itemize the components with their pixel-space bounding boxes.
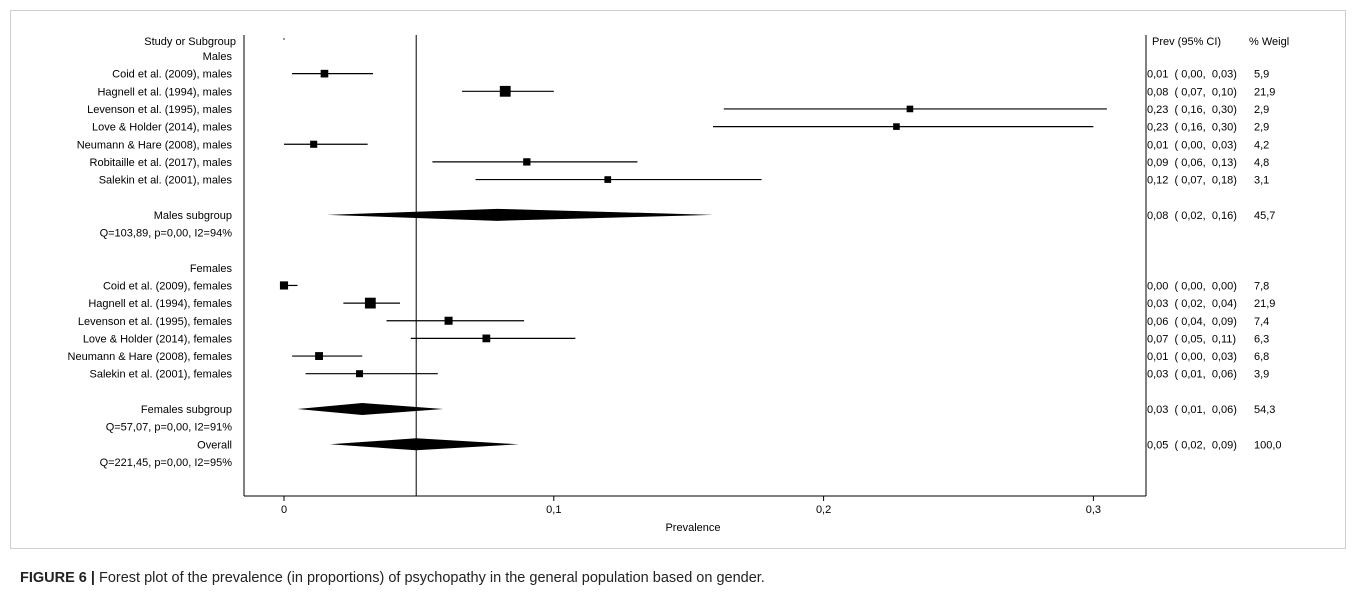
study-marker — [906, 105, 914, 113]
summary-diamond — [329, 438, 519, 451]
weight-text: 5,9 — [1254, 69, 1269, 81]
weight-text: 45,7 — [1254, 210, 1275, 222]
weight-text: 7,4 — [1254, 316, 1269, 328]
subtotal-label: Overall — [197, 439, 232, 451]
study-label: Hagnell et al. (1994), females — [88, 298, 232, 310]
study-marker — [310, 140, 318, 148]
estimate-ci-text: 0,03 ( 0,01, 0,06) — [1147, 404, 1237, 416]
estimate-ci-text: 0,01 ( 0,00, 0,03) — [1147, 69, 1237, 81]
weight-text: 4,2 — [1254, 139, 1269, 151]
study-label: Salekin et al. (2001), females — [90, 369, 233, 381]
subtotal-label: Males subgroup — [154, 210, 232, 222]
weight-text: 4,8 — [1254, 157, 1269, 169]
estimate-ci-text: 0,03 ( 0,01, 0,06) — [1147, 369, 1237, 381]
weight-text: 7,8 — [1254, 280, 1269, 292]
x-tick-label: 0,2 — [816, 504, 831, 516]
weight-text: 6,3 — [1254, 333, 1269, 345]
study-label: Coid et al. (2009), males — [112, 69, 232, 81]
figure-frame — [10, 10, 1346, 594]
figure-caption: FIGURE 6 | Forest plot of the prevalence… — [10, 548, 1346, 594]
study-label: Robitaille et al. (2017), males — [90, 157, 233, 169]
plot-axes: 0 0,1 0,2 0,3 — [243, 35, 1147, 516]
estimate-ci-text: 0,23 ( 0,16, 0,30) — [1147, 122, 1237, 134]
study-marker — [315, 352, 324, 360]
weight-column-header: % Weigl — [1249, 36, 1289, 48]
x-tick-label: 0 — [281, 504, 287, 516]
study-marker — [499, 85, 511, 97]
study-marker — [356, 370, 364, 378]
x-axis-label: Prevalence — [665, 522, 720, 534]
heterogeneity-stats: Q=57,07, p=0,00, I2=91% — [106, 422, 233, 434]
weight-text: 6,8 — [1254, 351, 1269, 363]
study-label: Salekin et al. (2001), males — [99, 175, 233, 187]
study-marker — [604, 176, 612, 183]
x-tick-label: 0,1 — [546, 504, 561, 516]
estimate-ci-text: 0,08 ( 0,02, 0,16) — [1147, 210, 1237, 222]
x-tick-label: 0,3 — [1086, 504, 1101, 516]
caption-label: FIGURE 6 | — [20, 570, 95, 586]
subgroup-heading: Males — [203, 51, 233, 63]
estimate-ci-text: 0,00 ( 0,00, 0,00) — [1147, 280, 1237, 292]
study-label: Hagnell et al. (1994), males — [97, 86, 232, 98]
weight-text: 54,3 — [1254, 404, 1275, 416]
heterogeneity-stats: Q=221,45, p=0,00, I2=95% — [100, 457, 233, 469]
study-label: Love & Holder (2014), females — [83, 333, 233, 345]
estimate-ci-text: 0,05 ( 0,02, 0,09) — [1147, 439, 1237, 451]
study-label: Neumann & Hare (2008), females — [68, 351, 233, 363]
study-marker — [482, 334, 491, 343]
estimate-ci-text: 0,12 ( 0,07, 0,18) — [1147, 175, 1237, 187]
weight-text: 100,0 — [1254, 439, 1282, 451]
study-marker — [893, 123, 900, 130]
weight-text: 3,9 — [1254, 369, 1269, 381]
study-label: Love & Holder (2014), males — [92, 122, 233, 134]
study-marker — [523, 158, 531, 166]
weight-text: 2,9 — [1254, 104, 1269, 116]
weight-text: 3,1 — [1254, 175, 1269, 187]
estimate-column-header: Prev (95% CI) — [1152, 36, 1221, 48]
caption-text: Forest plot of the prevalence (in propor… — [94, 570, 765, 586]
study-marker — [364, 297, 376, 309]
study-marker — [279, 281, 289, 290]
plot-rows: Males Coid et al. (2009), males 0,01 ( 0,0… — [68, 51, 1282, 469]
study-label: Neumann & Hare (2008), males — [77, 139, 233, 151]
heterogeneity-stats: Q=103,89, p=0,00, I2=94% — [100, 228, 233, 240]
estimate-ci-text: 0,01 ( 0,00, 0,03) — [1147, 351, 1237, 363]
summary-diamond — [327, 208, 713, 221]
estimate-ci-text: 0,07 ( 0,05, 0,11) — [1147, 333, 1236, 345]
estimate-ci-text: 0,01 ( 0,00, 0,03) — [1147, 139, 1237, 151]
origin-mark — [283, 38, 285, 40]
study-label: Levenson et al. (1995), females — [78, 316, 233, 328]
subgroup-heading: Females — [190, 263, 233, 275]
estimate-ci-text: 0,06 ( 0,04, 0,09) — [1147, 316, 1237, 328]
weight-text: 2,9 — [1254, 122, 1269, 134]
study-label: Levenson et al. (1995), males — [87, 104, 232, 116]
estimate-ci-text: 0,09 ( 0,06, 0,13) — [1147, 157, 1237, 169]
study-column-header: Study or Subgroup — [144, 36, 236, 48]
weight-text: 21,9 — [1254, 86, 1275, 98]
subtotal-label: Females subgroup — [141, 404, 232, 416]
study-marker — [320, 69, 329, 78]
estimate-ci-text: 0,03 ( 0,02, 0,04) — [1147, 298, 1237, 310]
study-marker — [444, 316, 453, 325]
summary-diamond — [297, 403, 444, 415]
estimate-ci-text: 0,23 ( 0,16, 0,30) — [1147, 104, 1237, 116]
study-label: Coid et al. (2009), females — [103, 280, 233, 292]
weight-text: 21,9 — [1254, 298, 1275, 310]
estimate-ci-text: 0,08 ( 0,07, 0,10) — [1147, 86, 1237, 98]
